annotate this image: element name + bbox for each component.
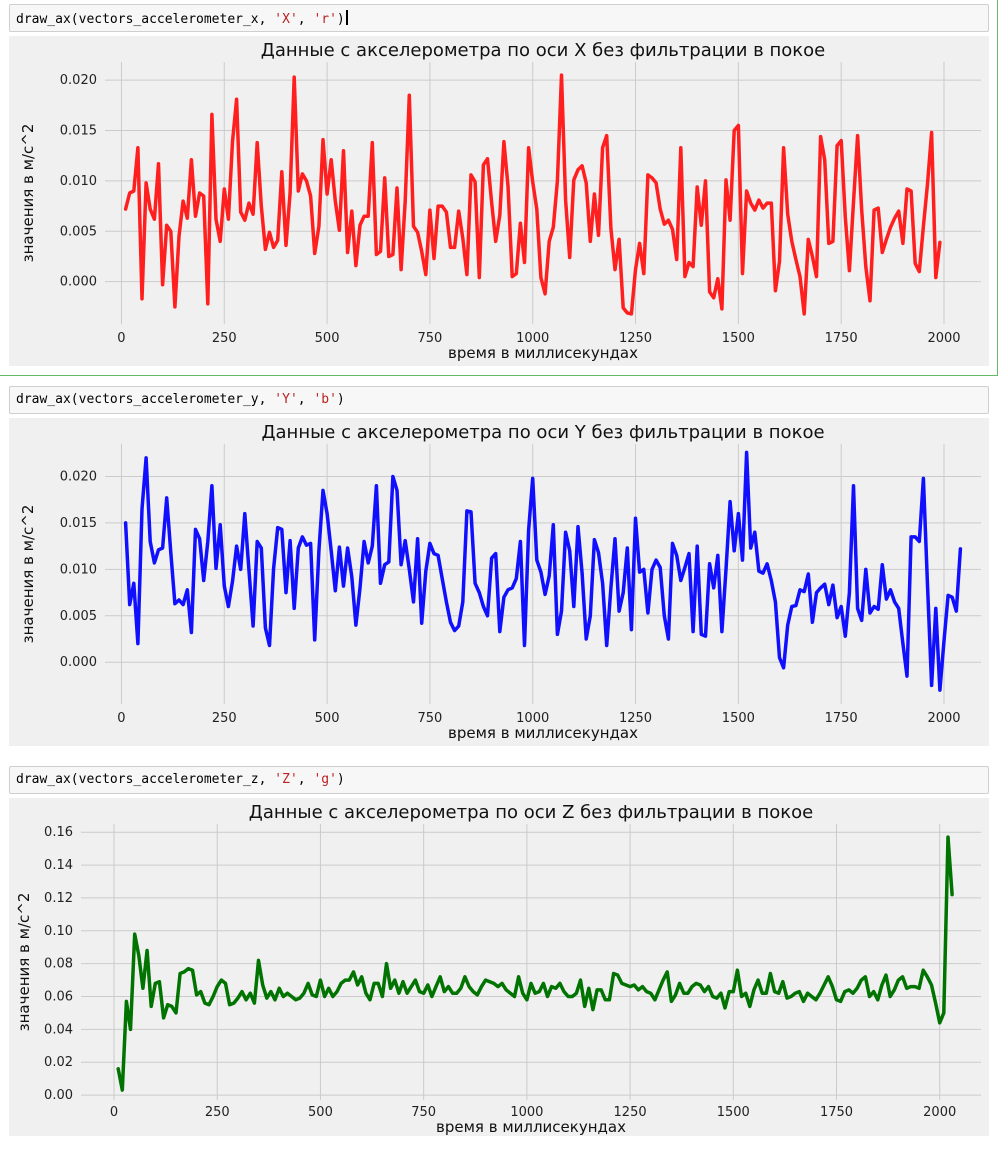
code-separator: , bbox=[258, 12, 275, 27]
y-tick-label: 0.04 bbox=[44, 1022, 73, 1037]
y-tick-label: 0.02 bbox=[44, 1055, 73, 1070]
y-tick-label: 0.08 bbox=[44, 957, 73, 972]
y-tick-label: 0.010 bbox=[60, 562, 97, 577]
x-tick-label: 0 bbox=[110, 1105, 118, 1120]
code-input-y[interactable]: draw_ax(vectors_accelerometer_y, 'Y', 'b… bbox=[9, 386, 989, 414]
x-axis-label: время в миллисекундах bbox=[448, 344, 638, 362]
series-line bbox=[116, 835, 954, 1092]
x-tick-label: 1250 bbox=[614, 1105, 647, 1120]
x-tick-label: 500 bbox=[315, 711, 340, 726]
code-arg-color: 'g' bbox=[313, 772, 337, 787]
y-tick-label: 0.010 bbox=[60, 174, 97, 189]
x-tick-label: 250 bbox=[212, 331, 237, 346]
y-tick-label: 0.06 bbox=[44, 990, 73, 1005]
y-tick-label: 0.000 bbox=[60, 275, 97, 290]
code-separator: , bbox=[258, 772, 275, 787]
chart-y: 0 250 500 750 1000 1250 1500 1750 2000 0.000 0.005… bbox=[9, 418, 989, 746]
y-tick-label: 0.020 bbox=[60, 73, 97, 88]
y-tick-label: 0.020 bbox=[60, 470, 97, 485]
y-tick-label: 0.015 bbox=[60, 516, 97, 531]
series-line bbox=[123, 73, 942, 316]
x-tick-label: 500 bbox=[315, 331, 340, 346]
y-tick-label: 0.005 bbox=[60, 224, 97, 239]
x-tick-label: 2000 bbox=[927, 711, 960, 726]
code-input-z[interactable]: draw_ax(vectors_accelerometer_z, 'Z', 'g… bbox=[9, 766, 989, 794]
code-separator: , bbox=[297, 392, 314, 407]
x-tick-label: 1750 bbox=[825, 331, 858, 346]
notebook-cell-y[interactable]: draw_ax(vectors_accelerometer_y, 'Y', 'b… bbox=[9, 384, 991, 750]
code-arg-axis: 'X' bbox=[274, 12, 298, 27]
x-tick-label: 0 bbox=[117, 711, 125, 726]
chart-z-svg: 0 250 500 750 1000 1250 1500 1750 2000 0.00 0.02 0.… bbox=[15, 802, 981, 1136]
chart-y-svg: 0 250 500 750 1000 1250 1500 1750 2000 0.000 0.005… bbox=[19, 422, 981, 742]
x-tick-label: 2000 bbox=[927, 331, 960, 346]
x-tick-label: 1000 bbox=[510, 1105, 543, 1120]
code-func: draw_ax bbox=[16, 772, 71, 787]
y-tick-label: 0.10 bbox=[44, 924, 73, 939]
code-arg-axis: 'Y' bbox=[274, 392, 298, 407]
x-tick-label: 250 bbox=[212, 711, 237, 726]
x-axis-label: время в миллисекундах bbox=[448, 724, 638, 742]
chart-x-svg: 0 250 500 750 1000 1250 1500 1750 2000 0.000 0.005… bbox=[19, 40, 981, 362]
code-separator: , bbox=[258, 392, 275, 407]
x-axis-label: время в миллисекундах bbox=[436, 1118, 626, 1136]
x-tick-label: 1750 bbox=[820, 1105, 853, 1120]
x-tick-label: 1500 bbox=[717, 1105, 750, 1120]
code-func: draw_ax bbox=[16, 392, 71, 407]
y-axis-label: значения в м/с^2 bbox=[19, 505, 37, 644]
y-tick-label: 0.005 bbox=[60, 609, 97, 624]
y-axis-label: значения в м/с^2 bbox=[15, 893, 33, 1032]
code-arg-color: 'b' bbox=[313, 392, 337, 407]
chart-x: 0 250 500 750 1000 1250 1500 1750 2000 0.000 0.005… bbox=[9, 36, 989, 366]
y-tick-label: 0.12 bbox=[44, 891, 73, 906]
code-paren-close: ) bbox=[336, 772, 345, 787]
x-tick-label: 1750 bbox=[825, 711, 858, 726]
code-arg-vector: vectors_accelerometer_x bbox=[78, 12, 259, 27]
code-arg-color: 'r' bbox=[313, 12, 337, 27]
x-tick-label: 1500 bbox=[722, 331, 755, 346]
code-paren-open: ( bbox=[70, 12, 79, 27]
code-separator: , bbox=[297, 772, 314, 787]
code-input-x[interactable]: draw_ax(vectors_accelerometer_x, 'X', 'r… bbox=[9, 4, 989, 32]
notebook-cell-z[interactable]: draw_ax(vectors_accelerometer_z, 'Z', 'g… bbox=[9, 764, 991, 1144]
x-tick-label: 750 bbox=[417, 711, 442, 726]
chart-title: Данные с акселерометра по оси Y без филь… bbox=[261, 422, 824, 443]
x-tick-label: 2000 bbox=[923, 1105, 956, 1120]
code-paren-close: ) bbox=[336, 12, 345, 27]
chart-title: Данные с акселерометра по оси X без филь… bbox=[261, 40, 825, 61]
y-tick-label: 0.000 bbox=[60, 655, 97, 670]
y-tick-label: 0.14 bbox=[44, 858, 73, 873]
x-tick-label: 1500 bbox=[722, 711, 755, 726]
y-tick-label: 0.00 bbox=[44, 1088, 73, 1103]
x-tick-label: 1250 bbox=[619, 711, 652, 726]
code-arg-vector: vectors_accelerometer_y bbox=[78, 392, 259, 407]
y-tick-label: 0.015 bbox=[60, 124, 97, 139]
code-arg-vector: vectors_accelerometer_z bbox=[78, 772, 259, 787]
series-line bbox=[123, 450, 963, 692]
grid bbox=[81, 824, 981, 1100]
x-tick-label: 1250 bbox=[619, 331, 652, 346]
notebook-cell-x[interactable]: draw_ax(vectors_accelerometer_x, 'X', 'r… bbox=[9, 0, 991, 376]
grid bbox=[105, 444, 981, 704]
chart-title: Данные с акселерометра по оси Z без филь… bbox=[249, 802, 813, 823]
text-cursor bbox=[345, 10, 348, 25]
code-paren-close: ) bbox=[336, 392, 345, 407]
x-tick-label: 1000 bbox=[516, 331, 549, 346]
code-arg-axis: 'Z' bbox=[274, 772, 298, 787]
code-separator: , bbox=[297, 12, 314, 27]
x-tick-label: 750 bbox=[417, 331, 442, 346]
x-tick-label: 0 bbox=[117, 331, 125, 346]
x-tick-label: 750 bbox=[411, 1105, 436, 1120]
code-paren-open: ( bbox=[70, 392, 79, 407]
chart-z: 0 250 500 750 1000 1250 1500 1750 2000 0.00 0.02 0.… bbox=[9, 798, 989, 1136]
x-tick-label: 1000 bbox=[516, 711, 549, 726]
x-tick-label: 250 bbox=[205, 1105, 230, 1120]
y-axis-label: значения в м/с^2 bbox=[19, 124, 37, 263]
x-tick-label: 500 bbox=[308, 1105, 333, 1120]
y-tick-label: 0.16 bbox=[44, 825, 73, 840]
code-paren-open: ( bbox=[70, 772, 79, 787]
selected-cell-border bbox=[0, 0, 998, 376]
code-func: draw_ax bbox=[16, 12, 71, 27]
